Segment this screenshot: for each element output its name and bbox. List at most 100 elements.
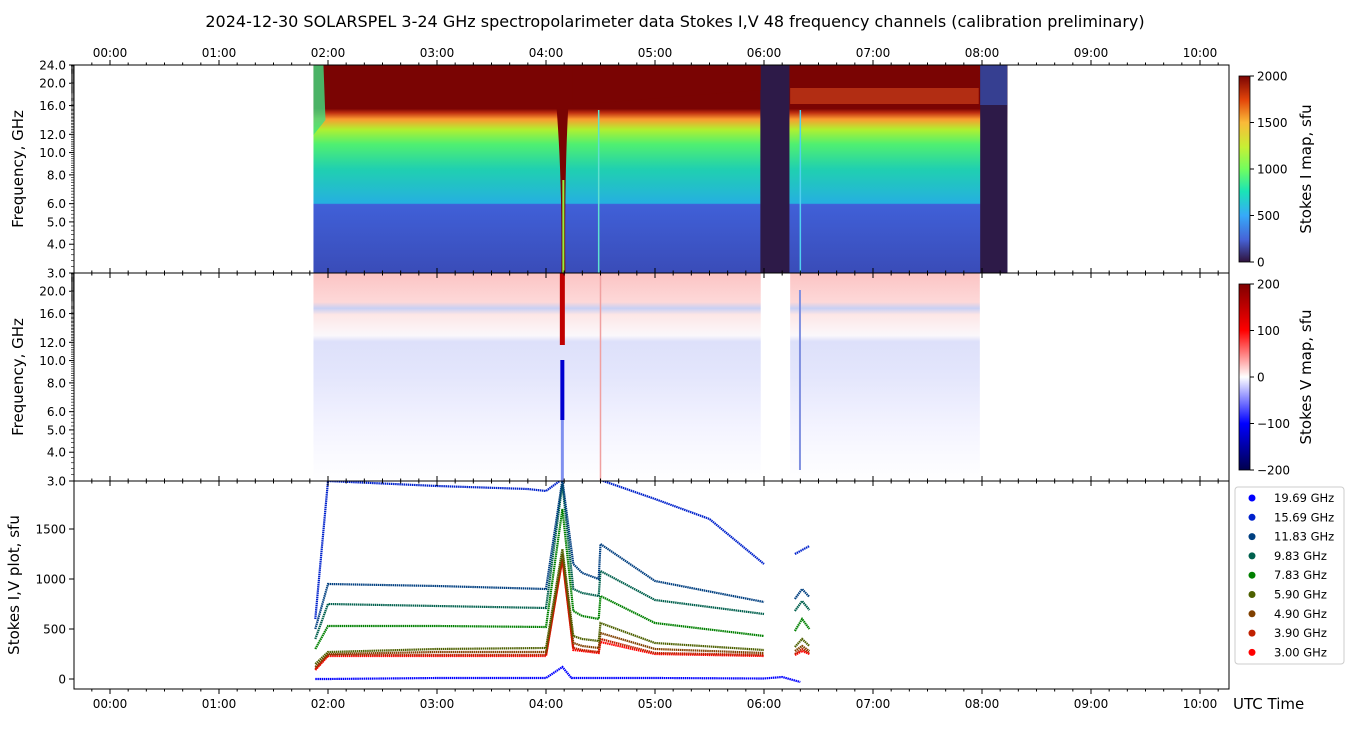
x-tick-label-top: 04:00	[529, 46, 564, 60]
x-tick-label-top: 03:00	[420, 46, 455, 60]
y-tick-label: 16.0	[39, 99, 66, 113]
legend-marker	[1248, 552, 1256, 560]
y-tick-label: 0	[58, 673, 66, 687]
y-tick-label: 500	[43, 623, 66, 637]
legend-label: 9.83 GHz	[1274, 549, 1327, 563]
y-tick-label: 16.0	[39, 307, 66, 321]
stokes-iv-plot-panel	[315, 479, 1009, 682]
colorbar-tick-label: 1500	[1257, 116, 1288, 130]
legend-label: 7.83 GHz	[1274, 568, 1327, 582]
series-line-9-83-GHz	[315, 484, 982, 639]
legend-marker	[1248, 591, 1256, 598]
legend-marker	[1248, 571, 1256, 579]
legend-box	[1234, 486, 1345, 665]
series-line-7-83-GHz	[315, 509, 982, 649]
stokes-i-map-panel	[313, 65, 1008, 273]
colorbar-tick-label: 0	[1257, 256, 1265, 270]
legend-label: 4.90 GHz	[1274, 607, 1327, 621]
x-tick-label-top: 01:00	[202, 46, 237, 60]
x-tick-label-bottom: 04:00	[529, 697, 564, 711]
legend-label: 15.69 GHz	[1274, 510, 1334, 524]
calibration-gap	[760, 273, 791, 481]
y-tick-label: 3.0	[47, 475, 66, 489]
legend-label: 3.00 GHz	[1274, 645, 1327, 659]
x-tick-label-top: 05:00	[638, 46, 673, 60]
series-group	[315, 479, 1009, 682]
legend-label: 19.69 GHz	[1274, 491, 1334, 505]
legend-label: 5.90 GHz	[1274, 588, 1327, 602]
legend-marker	[1248, 494, 1256, 502]
x-tick-label-bottom: 05:00	[638, 697, 673, 711]
colorbar-ticks: 0 500 1000 1500 2000 −200 −100 0 100 200	[1250, 70, 1290, 478]
colorbar-v	[1238, 283, 1251, 471]
x-tick-label-top: 02:00	[311, 46, 346, 60]
x-tick-label-bottom: 09:00	[1074, 697, 1109, 711]
legend-label: 11.83 GHz	[1274, 530, 1334, 544]
y-tick-label: 3.0	[47, 267, 66, 281]
p2-ylabel: Frequency, GHz	[9, 318, 27, 436]
colorbar-i	[1238, 75, 1251, 263]
stokes-i-band-post	[790, 88, 979, 104]
x-tick-label-top: 09:00	[1074, 46, 1109, 60]
legend-marker	[1248, 533, 1256, 541]
x-tick-label-bottom: 08:00	[965, 697, 1000, 711]
legend-label: 3.90 GHz	[1274, 626, 1327, 640]
y-tick-label: 20.0	[39, 77, 66, 91]
y-tick-label: 8.0	[47, 168, 66, 182]
y-tick-label: 4.0	[47, 238, 66, 252]
colorbar-tick-label: 200	[1257, 278, 1280, 292]
x-tick-label-bottom: 10:00	[1183, 697, 1218, 711]
stokes-i-onset	[313, 65, 326, 135]
y-tick-label: 10.0	[39, 354, 66, 368]
y-tick-label: 6.0	[47, 197, 66, 211]
panel-frame	[73, 480, 1230, 690]
x-tick-label-top: 00:00	[93, 46, 128, 60]
series-line-19-69-GHz	[315, 667, 1009, 682]
y-tick-label: 10.0	[39, 146, 66, 160]
colorbar-tick-label: 2000	[1257, 70, 1288, 84]
x-tick-label-top: 06:00	[747, 46, 782, 60]
x-tick-label-bottom: 01:00	[202, 697, 237, 711]
axes: 00:00 00:00 01:00 01:00 02:00 02:00 03:00 03:00…	[35, 46, 1230, 711]
calibration-gap-top	[980, 65, 1008, 105]
y-tick-label: 1000	[35, 573, 66, 587]
series-line-4-90-GHz	[315, 554, 982, 667]
colorbar-tick-label: 0	[1257, 371, 1265, 385]
y-tick-label: 20.0	[39, 285, 66, 299]
legend-marker	[1248, 629, 1256, 637]
legend-marker	[1248, 648, 1256, 656]
x-tick-label-bottom: 03:00	[420, 697, 455, 711]
p3-ylabel: Stokes I,V plot, sfu	[5, 515, 23, 655]
legend-marker	[1248, 513, 1256, 521]
x-tick-label-top: 08:00	[965, 46, 1000, 60]
x-tick-label-bottom: 00:00	[93, 697, 128, 711]
colorbar-tick-label: 100	[1257, 324, 1280, 338]
x-tick-label-top: 10:00	[1183, 46, 1218, 60]
x-tick-label-bottom: 06:00	[747, 697, 782, 711]
legend: 19.69 GHz 15.69 GHz 11.83 GHz 9.83 GHz 7.83 …	[1234, 486, 1345, 665]
figure-title: 2024-12-30 SOLARSPEL 3-24 GHz spectropol…	[205, 12, 1144, 31]
colorbar-v-label: Stokes V map, sfu	[1297, 309, 1315, 444]
colorbar-tick-label: −100	[1257, 417, 1290, 431]
colorbar-tick-label: −200	[1257, 464, 1290, 478]
y-tick-label: 12.0	[39, 128, 66, 142]
p1-ylabel: Frequency, GHz	[9, 110, 27, 228]
y-tick-label: 4.0	[47, 446, 66, 460]
legend-marker	[1248, 610, 1256, 618]
y-tick-label: 5.0	[47, 423, 66, 437]
y-tick-label: 24.0	[39, 59, 66, 73]
colorbar-tick-label: 1000	[1257, 163, 1288, 177]
x-tick-label-bottom: 02:00	[311, 697, 346, 711]
stokes-v-map-panel	[313, 273, 980, 481]
colorbar-tick-label: 500	[1257, 209, 1280, 223]
y-tick-label: 6.0	[47, 405, 66, 419]
y-tick-label: 8.0	[47, 376, 66, 390]
calibration-gap	[760, 65, 790, 273]
colorbar-i-label: Stokes I map, sfu	[1297, 104, 1315, 233]
y-tick-label: 1500	[35, 523, 66, 537]
y-tick-label: 5.0	[47, 215, 66, 229]
x-tick-label-top: 07:00	[856, 46, 891, 60]
series-line-15-69-GHz	[315, 479, 982, 619]
stokes-v-spectrum	[313, 273, 980, 481]
